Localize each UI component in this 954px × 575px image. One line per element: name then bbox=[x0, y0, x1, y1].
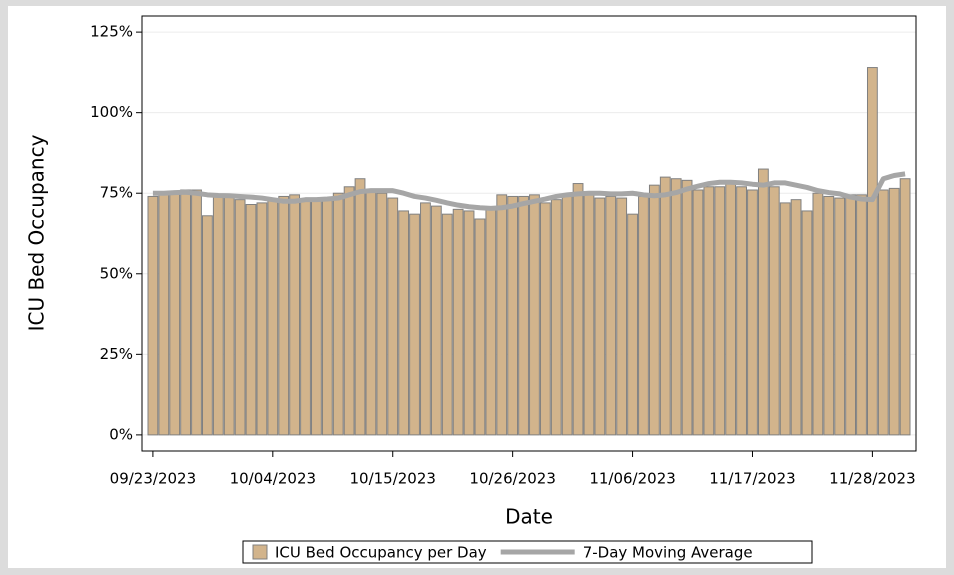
bar bbox=[289, 194, 301, 436]
bar bbox=[430, 205, 442, 436]
bar bbox=[725, 183, 737, 436]
x-tick-label: 11/28/2023 bbox=[829, 470, 915, 488]
bar bbox=[300, 199, 311, 436]
bar bbox=[376, 192, 388, 436]
bar bbox=[158, 192, 170, 436]
bar bbox=[888, 187, 900, 436]
bar bbox=[507, 195, 519, 436]
bar bbox=[681, 179, 693, 436]
bar bbox=[354, 178, 366, 436]
bar bbox=[561, 195, 573, 436]
bar bbox=[747, 189, 758, 436]
bar bbox=[714, 186, 726, 436]
y-tick-label: 75% bbox=[100, 184, 133, 202]
bar bbox=[474, 218, 486, 436]
bar bbox=[496, 194, 508, 436]
bar bbox=[638, 195, 649, 436]
bar bbox=[801, 210, 813, 436]
bar bbox=[616, 197, 628, 436]
bar bbox=[605, 195, 617, 436]
bar bbox=[387, 197, 399, 436]
legend-label: ICU Bed Occupancy per Day bbox=[275, 544, 487, 562]
bar bbox=[583, 192, 595, 436]
x-tick-label: 11/17/2023 bbox=[709, 470, 795, 488]
bar bbox=[856, 194, 867, 436]
bar bbox=[267, 199, 279, 436]
bar bbox=[202, 215, 213, 436]
bar bbox=[812, 192, 824, 436]
x-tick-label: 09/23/2023 bbox=[110, 470, 196, 488]
bar bbox=[365, 189, 377, 436]
bar bbox=[845, 194, 856, 436]
bar bbox=[278, 195, 290, 436]
bar bbox=[452, 208, 464, 436]
y-tick-label: 50% bbox=[100, 264, 133, 282]
bar bbox=[529, 194, 540, 436]
bar bbox=[627, 213, 638, 436]
bar bbox=[343, 186, 355, 436]
x-tick-label: 10/15/2023 bbox=[349, 470, 435, 488]
bar bbox=[768, 186, 780, 436]
bar bbox=[779, 202, 791, 436]
x-tick-label: 11/06/2023 bbox=[589, 470, 675, 488]
y-axis-label: ICU Bed Occupancy bbox=[25, 134, 49, 331]
bar bbox=[518, 195, 529, 436]
x-tick-label: 10/04/2023 bbox=[230, 470, 316, 488]
bar bbox=[692, 189, 704, 436]
bar bbox=[659, 176, 671, 436]
bar bbox=[757, 168, 769, 436]
bar bbox=[550, 199, 562, 436]
bar bbox=[169, 192, 181, 436]
bar bbox=[899, 178, 911, 436]
bar bbox=[147, 195, 159, 436]
bar bbox=[321, 199, 333, 436]
bar bbox=[463, 210, 475, 436]
y-tick-label: 125% bbox=[90, 23, 133, 41]
plot-frame bbox=[141, 15, 917, 452]
x-tick-label: 10/26/2023 bbox=[469, 470, 555, 488]
bar bbox=[572, 183, 584, 436]
bar bbox=[234, 199, 246, 436]
bar bbox=[648, 184, 660, 436]
bar bbox=[311, 199, 322, 436]
y-tick-label: 25% bbox=[100, 345, 133, 363]
bar bbox=[736, 186, 747, 436]
bar bbox=[670, 178, 682, 436]
bar bbox=[823, 195, 835, 436]
bar bbox=[191, 189, 202, 436]
bar bbox=[539, 202, 551, 436]
bar bbox=[409, 213, 420, 436]
bar bbox=[420, 202, 431, 436]
bar bbox=[212, 195, 224, 436]
bar bbox=[834, 197, 846, 436]
bar bbox=[790, 199, 802, 436]
bar bbox=[256, 202, 268, 436]
bar bbox=[441, 213, 453, 436]
legend-label: 7-Day Moving Average bbox=[583, 544, 753, 562]
moving-average-line bbox=[152, 171, 906, 211]
y-tick-label: 100% bbox=[90, 103, 133, 121]
bar bbox=[594, 197, 606, 436]
bar bbox=[485, 208, 497, 436]
bar bbox=[398, 210, 410, 436]
bar bbox=[332, 192, 344, 436]
x-axis-label: Date bbox=[505, 505, 553, 529]
y-tick-label: 0% bbox=[109, 425, 133, 443]
legend-swatch bbox=[252, 544, 268, 560]
bar bbox=[245, 204, 257, 436]
bar bbox=[180, 189, 192, 436]
bar bbox=[223, 195, 235, 436]
bar bbox=[877, 189, 889, 436]
bar bbox=[703, 186, 715, 436]
bar bbox=[866, 67, 878, 436]
